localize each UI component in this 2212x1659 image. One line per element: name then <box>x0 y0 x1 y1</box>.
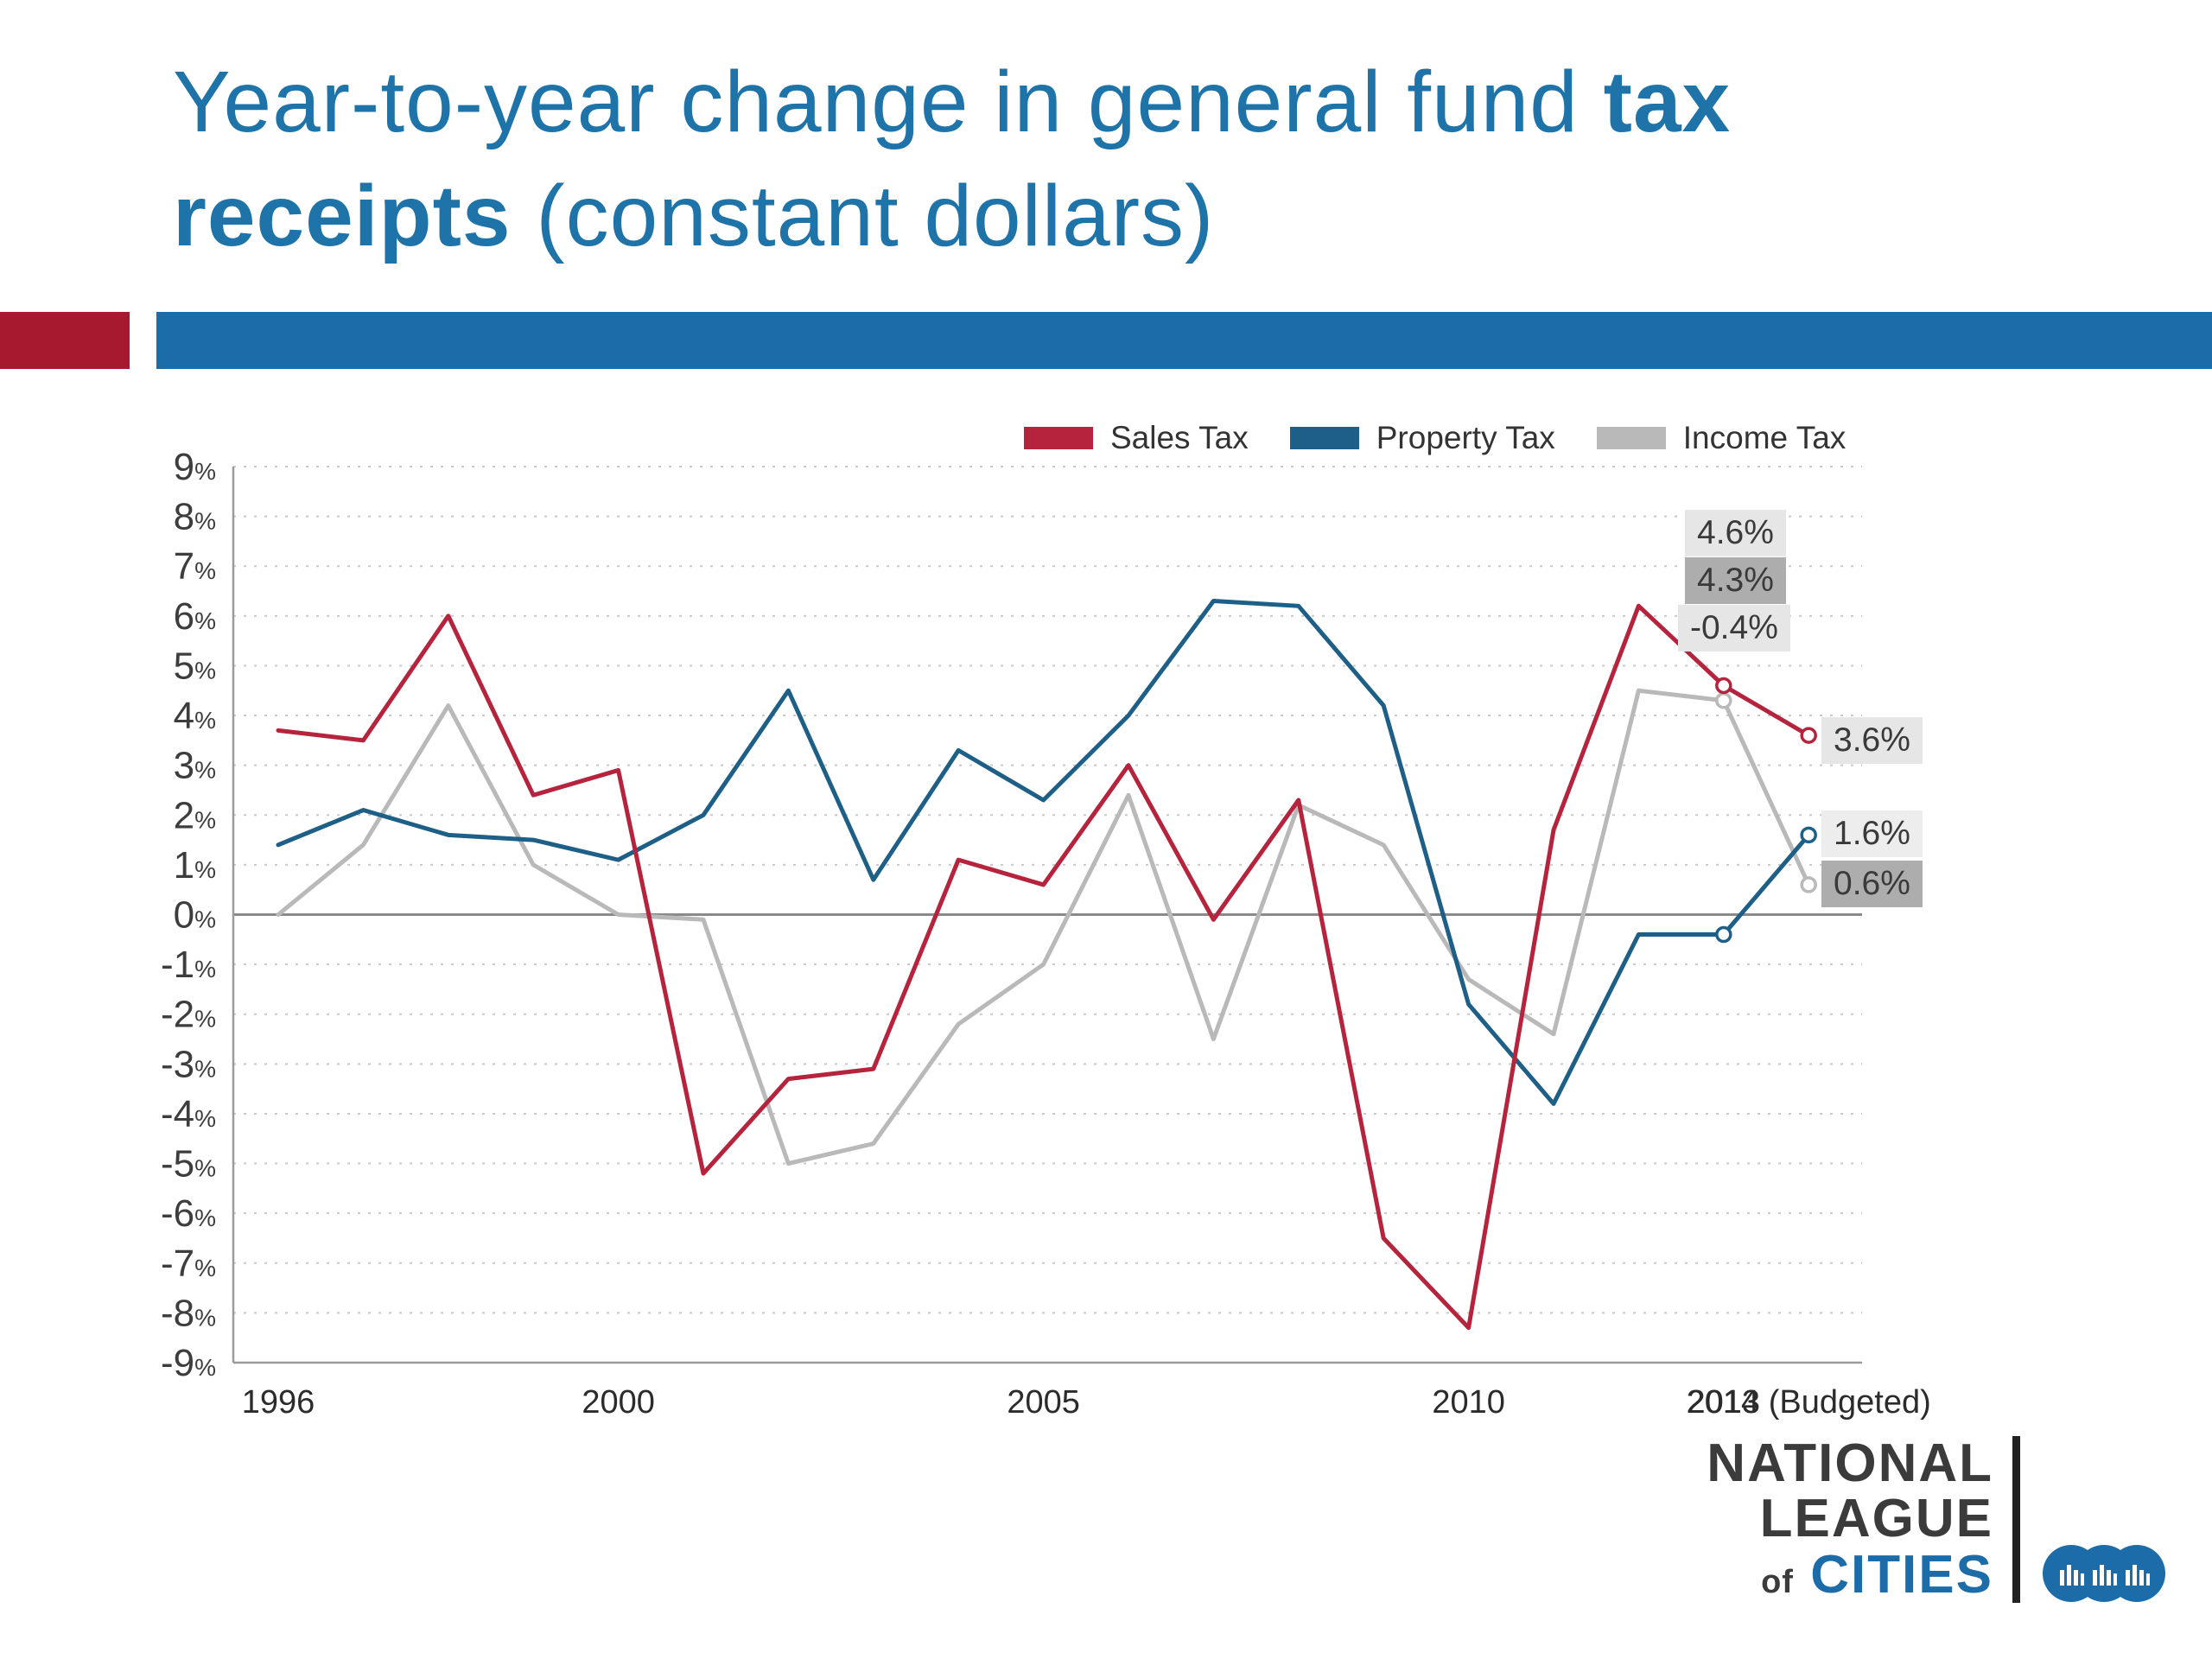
svg-text:4%: 4% <box>174 695 216 737</box>
svg-text:-5%: -5% <box>161 1143 216 1185</box>
svg-text:-6%: -6% <box>161 1192 216 1235</box>
svg-text:2000: 2000 <box>582 1384 655 1421</box>
title-bold-1: tax <box>1603 54 1732 150</box>
svg-text:1%: 1% <box>174 844 216 887</box>
svg-text:5%: 5% <box>174 645 216 687</box>
annotation-sales-2013: 4.6% <box>1685 510 1786 556</box>
svg-text:1996: 1996 <box>242 1384 315 1421</box>
chart-legend: Sales Tax Property Tax Income Tax <box>1024 420 1846 456</box>
page-title: Year-to-year change in general fund tax r… <box>173 45 2091 273</box>
legend-item-property: Property Tax <box>1289 420 1555 456</box>
svg-text:2005: 2005 <box>1007 1384 1080 1421</box>
logo-divider <box>2012 1436 2020 1604</box>
annotation-income-2014: 0.6% <box>1821 861 1923 907</box>
svg-text:-8%: -8% <box>161 1292 216 1334</box>
svg-text:2014 (Budgeted): 2014 (Budgeted) <box>1687 1384 1931 1421</box>
logo-of-text: of <box>1761 1563 1794 1600</box>
svg-text:-1%: -1% <box>161 944 216 986</box>
svg-text:-7%: -7% <box>161 1243 216 1285</box>
svg-text:-3%: -3% <box>161 1043 216 1085</box>
svg-text:3%: 3% <box>174 745 216 787</box>
svg-text:-9%: -9% <box>161 1342 216 1384</box>
legend-item-sales: Sales Tax <box>1024 420 1249 456</box>
legend-swatch-sales <box>1024 427 1093 449</box>
legend-swatch-property <box>1289 427 1359 449</box>
legend-label-property: Property Tax <box>1376 420 1555 455</box>
svg-text:2010: 2010 <box>1432 1384 1505 1421</box>
accent-bar-red <box>0 312 130 369</box>
svg-text:2013: 2013 <box>1688 1384 1761 1421</box>
svg-text:-2%: -2% <box>161 994 216 1036</box>
logo-cities-text: CITIES <box>1810 1544 1993 1605</box>
nlc-logo-text: NATIONAL LEAGUE of CITIES <box>1707 1433 1993 1605</box>
legend-label-sales: Sales Tax <box>1110 420 1249 455</box>
annotation-property-2013: -0.4% <box>1678 605 1790 652</box>
nlc-logo: NATIONAL LEAGUE of CITIES <box>1707 1433 2169 1605</box>
title-bold-2: receipts <box>173 168 512 264</box>
legend-item-income: Income Tax <box>1596 420 1847 456</box>
title-normal-1: Year-to-year change in general fund <box>173 54 1604 150</box>
title-normal-2: (constant dollars) <box>511 168 1215 264</box>
annotation-property-2014: 1.6% <box>1821 810 1923 857</box>
legend-swatch-income <box>1596 427 1666 449</box>
logo-line-cities: of CITIES <box>1707 1544 1993 1605</box>
accent-bar-blue <box>156 312 2212 369</box>
logo-line-national: NATIONAL <box>1707 1433 1993 1493</box>
city-circles-icon <box>2043 1545 2165 1603</box>
svg-text:9%: 9% <box>174 446 216 488</box>
legend-label-income: Income Tax <box>1682 420 1847 455</box>
svg-text:8%: 8% <box>174 496 216 538</box>
svg-text:7%: 7% <box>174 545 216 588</box>
logo-line-league: LEAGUE <box>1759 1489 1993 1549</box>
svg-text:2%: 2% <box>174 794 216 836</box>
annotation-sales-2014: 3.6% <box>1821 717 1923 764</box>
annotation-income-2013: 4.3% <box>1685 557 1786 604</box>
svg-text:-4%: -4% <box>161 1093 216 1135</box>
svg-text:0%: 0% <box>174 894 216 937</box>
svg-text:6%: 6% <box>174 595 216 638</box>
